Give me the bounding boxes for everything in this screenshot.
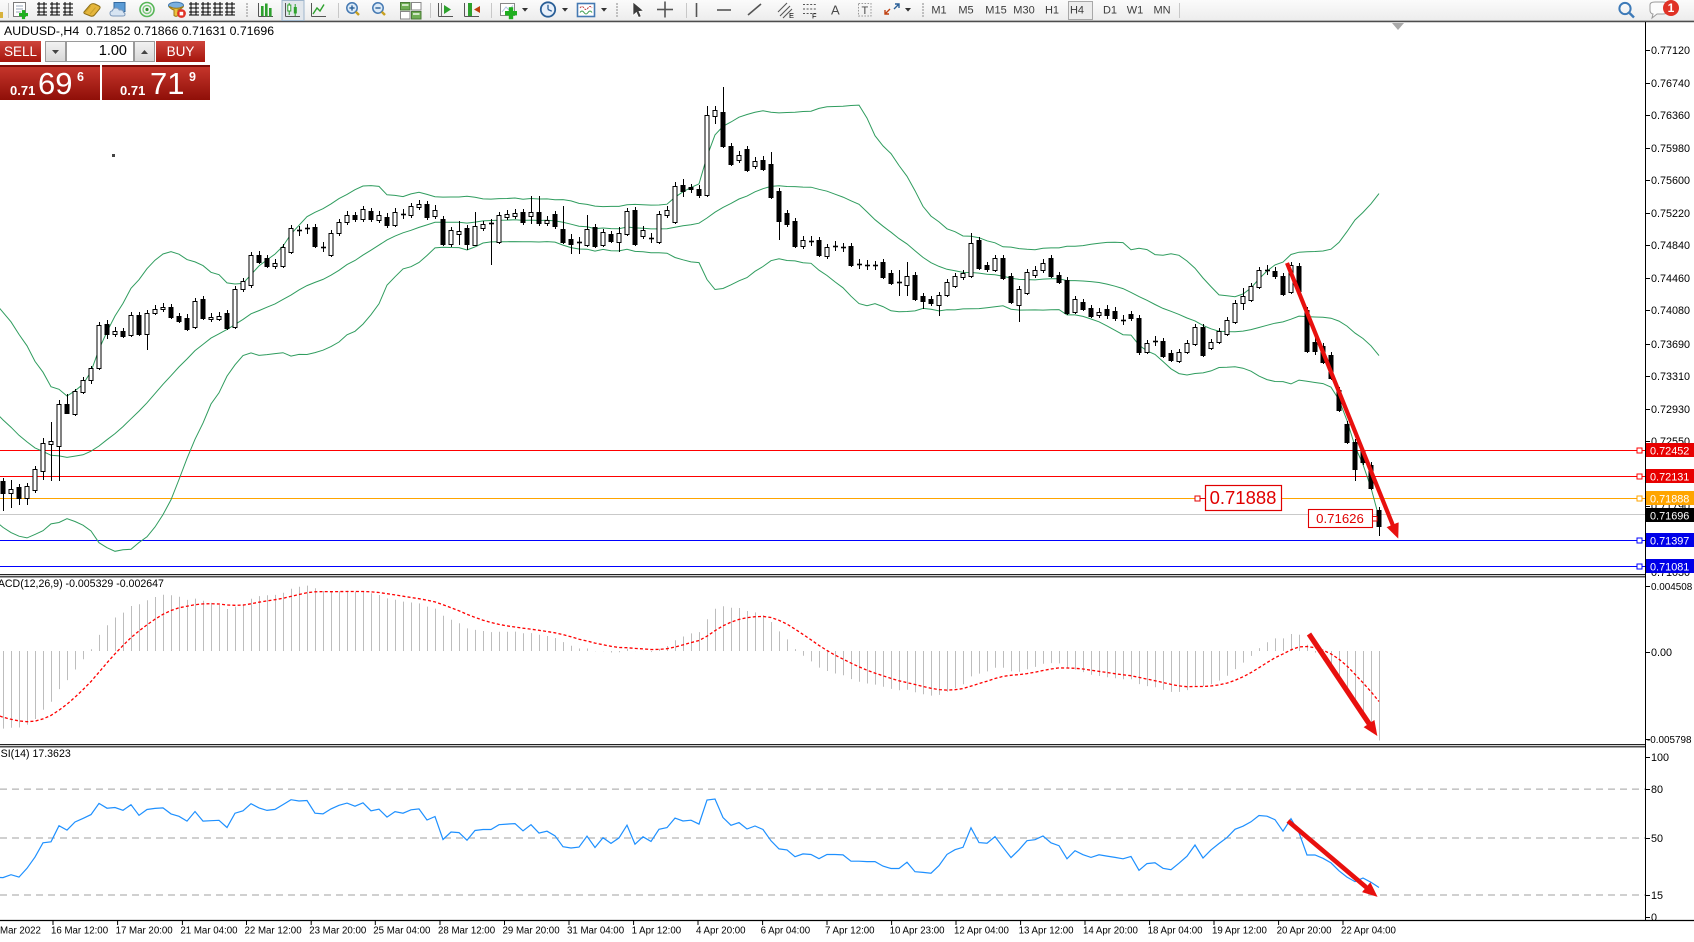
svg-text:1: 1	[1668, 1, 1675, 15]
svg-text:28 Mar 12:00: 28 Mar 12:00	[438, 926, 496, 937]
svg-text:0.75600: 0.75600	[1651, 175, 1690, 187]
svg-text:MACD(12,26,9) -0.005329 -0.002: MACD(12,26,9) -0.005329 -0.002647	[0, 578, 164, 590]
svg-text:19 Apr 12:00: 19 Apr 12:00	[1212, 926, 1268, 937]
svg-text:M15: M15	[985, 5, 1006, 17]
svg-text:10 Apr 23:00: 10 Apr 23:00	[890, 926, 946, 937]
svg-text:0.74080: 0.74080	[1651, 305, 1690, 317]
svg-text:17 Mar 20:00: 17 Mar 20:00	[116, 926, 174, 937]
svg-text:0.75980: 0.75980	[1651, 143, 1690, 155]
svg-text:0.74460: 0.74460	[1651, 273, 1690, 285]
svg-text:0.72930: 0.72930	[1651, 404, 1690, 416]
svg-text:0.73690: 0.73690	[1651, 339, 1690, 351]
svg-text:0.73310: 0.73310	[1651, 371, 1690, 383]
svg-text:RSI(14) 17.3623: RSI(14) 17.3623	[0, 748, 71, 760]
svg-text:T: T	[862, 5, 869, 17]
svg-text:0.77120: 0.77120	[1651, 45, 1690, 57]
svg-text:14 Apr 20:00: 14 Apr 20:00	[1083, 926, 1139, 937]
svg-text:0.72131: 0.72131	[1650, 472, 1689, 484]
svg-text:0.74840: 0.74840	[1651, 240, 1690, 252]
svg-text:22 Mar 12:00: 22 Mar 12:00	[245, 926, 303, 937]
svg-text:M5: M5	[958, 5, 973, 17]
svg-text:0: 0	[1651, 912, 1657, 924]
svg-text:13 Apr 12:00: 13 Apr 12:00	[1019, 926, 1075, 937]
svg-text:18 Apr 04:00: 18 Apr 04:00	[1148, 926, 1204, 937]
svg-text:0.76360: 0.76360	[1651, 110, 1690, 122]
svg-text:100: 100	[1651, 752, 1669, 764]
svg-text:31 Mar 04:00: 31 Mar 04:00	[567, 926, 625, 937]
svg-text:0.71081: 0.71081	[1650, 562, 1689, 574]
svg-text:0.71397: 0.71397	[1650, 536, 1689, 548]
svg-text:22 Apr 04:00: 22 Apr 04:00	[1341, 926, 1397, 937]
svg-text:W1: W1	[1127, 5, 1144, 17]
svg-text:D1: D1	[1103, 5, 1117, 17]
svg-text:20 Apr 20:00: 20 Apr 20:00	[1277, 926, 1333, 937]
svg-text:6 Apr 04:00: 6 Apr 04:00	[761, 926, 811, 937]
svg-text:4 Apr 20:00: 4 Apr 20:00	[696, 926, 746, 937]
svg-text:0.004508: 0.004508	[1651, 582, 1693, 593]
svg-text:1 Apr 12:00: 1 Apr 12:00	[632, 926, 682, 937]
svg-text:0.71888: 0.71888	[1650, 494, 1689, 506]
svg-text:16 Mar 12:00: 16 Mar 12:00	[51, 926, 109, 937]
svg-text:7 Apr 12:00: 7 Apr 12:00	[825, 926, 875, 937]
svg-text:80: 80	[1651, 784, 1663, 796]
svg-text:0.72452: 0.72452	[1650, 446, 1689, 458]
svg-text:0.71696: 0.71696	[1650, 511, 1689, 523]
svg-text:Mar 2022: Mar 2022	[0, 926, 41, 937]
svg-text:0.75220: 0.75220	[1651, 208, 1690, 220]
svg-text:0.76740: 0.76740	[1651, 78, 1690, 90]
svg-text:0.00: 0.00	[1651, 647, 1672, 659]
svg-text:25 Mar 04:00: 25 Mar 04:00	[373, 926, 431, 937]
svg-text:29 Mar 20:00: 29 Mar 20:00	[503, 926, 561, 937]
svg-text:H4: H4	[1070, 5, 1084, 17]
svg-text:MN: MN	[1153, 5, 1170, 17]
svg-text:50: 50	[1651, 833, 1663, 845]
svg-text:-0.005798: -0.005798	[1647, 735, 1692, 746]
svg-text:0.71888: 0.71888	[1210, 487, 1277, 508]
svg-text:23 Mar 20:00: 23 Mar 20:00	[309, 926, 367, 937]
svg-text:0.71626: 0.71626	[1316, 511, 1364, 526]
svg-text:E: E	[789, 11, 794, 20]
svg-text:15: 15	[1651, 890, 1663, 902]
svg-text:12 Apr 04:00: 12 Apr 04:00	[954, 926, 1010, 937]
svg-text:AUDUSD-,H4 0.71852 0.71866 0.: AUDUSD-,H4 0.71852 0.71866 0.71631 0.716…	[4, 24, 274, 38]
svg-text:M1: M1	[931, 5, 946, 17]
svg-text:M30: M30	[1013, 5, 1034, 17]
svg-text:F: F	[812, 12, 817, 21]
svg-text:21 Mar 04:00: 21 Mar 04:00	[180, 926, 238, 937]
svg-text:A: A	[831, 3, 840, 18]
svg-text:H1: H1	[1045, 5, 1059, 17]
